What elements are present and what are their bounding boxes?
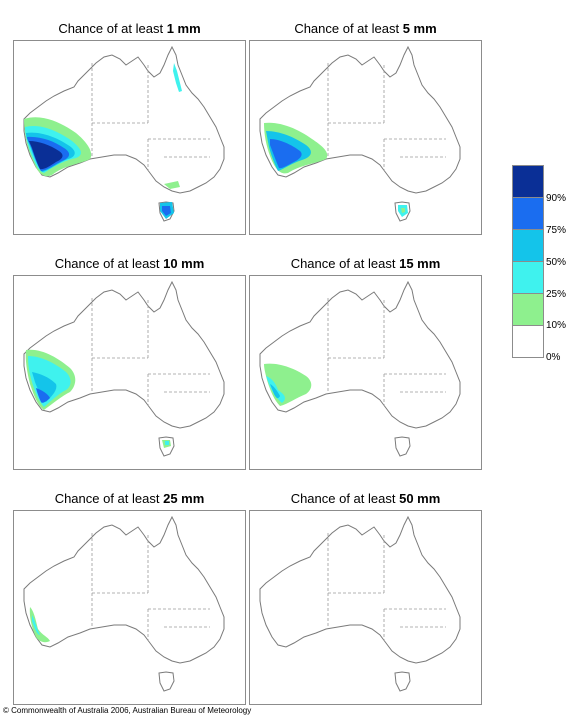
australia-outline: [23, 515, 225, 664]
probability-shading: [264, 363, 312, 406]
tasmania-outline: [158, 671, 175, 692]
map-25mm: [13, 510, 246, 705]
australia-outline: [259, 280, 461, 429]
legend-swatch-4: [513, 293, 543, 325]
australia-outline: [259, 45, 461, 194]
legend-label-10: 10%: [546, 320, 567, 331]
prob-area-90: [29, 141, 63, 170]
prob-area-10: [29, 607, 50, 643]
prob-area-25: [32, 615, 40, 635]
copyright-notice: © Commonwealth of Australia 2006, Austra…: [3, 706, 252, 715]
map-10mm: [13, 275, 246, 470]
panel-title-10mm: Chance of at least 10 mm: [54, 256, 205, 271]
prob-area-tas-25: [165, 441, 169, 445]
tasmania-outline: [394, 671, 411, 692]
state-borders: [327, 298, 446, 406]
legend-label-50: 50%: [546, 257, 567, 268]
legend-swatch-3: [513, 261, 543, 293]
panel-title-50mm: Chance of at least 50 mm: [290, 491, 441, 506]
state-borders: [91, 298, 210, 406]
map-1mm: [13, 40, 246, 235]
state-borders: [327, 533, 446, 641]
australia-outline: [23, 280, 225, 429]
prob-area-tas-10: [401, 208, 405, 213]
prob-area-50: [32, 372, 57, 402]
probability-shading: [25, 349, 171, 448]
panel-title-1mm: Chance of at least 1 mm: [58, 21, 201, 36]
probability-shading: [29, 607, 50, 643]
tasmania-outline: [394, 436, 411, 457]
legend-label-90: 90%: [546, 193, 567, 204]
australia-outline: [259, 515, 461, 664]
legend-swatch-5: [513, 325, 543, 357]
australia-outline: [23, 45, 225, 194]
prob-area-50: [270, 384, 280, 399]
prob-area-75: [270, 139, 302, 169]
probability-shading: [24, 63, 182, 219]
tasmania-outline: [158, 436, 175, 457]
legend-label-0: 0%: [546, 352, 561, 363]
prob-area-vic: [164, 181, 180, 189]
panel-title-25mm: Chance of at least 25 mm: [54, 491, 205, 506]
prob-area-75: [36, 388, 50, 403]
prob-area-qld-coast: [173, 63, 182, 92]
map-5mm: [249, 40, 482, 235]
tasmania-outline: [394, 201, 411, 222]
legend-label-75: 75%: [546, 225, 567, 236]
panel-title-15mm: Chance of at least 15 mm: [290, 256, 441, 271]
legend-label-25: 25%: [546, 289, 567, 300]
probability-shading: [264, 122, 408, 217]
state-borders: [91, 63, 210, 171]
prob-area-tas-90: [162, 206, 171, 216]
legend-swatch-0: [513, 166, 543, 197]
state-borders: [91, 533, 210, 641]
tasmania-outline: [158, 201, 175, 222]
map-50mm: [249, 510, 482, 705]
state-borders: [327, 63, 446, 171]
legend-swatch-1: [513, 197, 543, 229]
legend-swatch-2: [513, 229, 543, 261]
panel-title-5mm: Chance of at least 5 mm: [294, 21, 437, 36]
map-15mm: [249, 275, 482, 470]
probability-legend: [512, 165, 544, 358]
